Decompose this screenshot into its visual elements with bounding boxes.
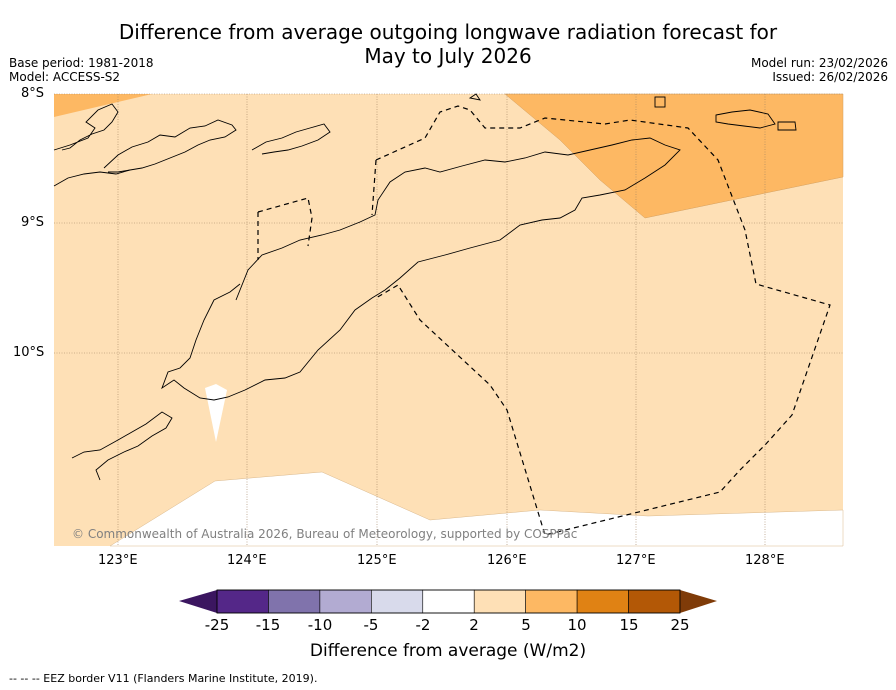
anomaly-fill-5-10-west — [54, 94, 152, 117]
colorbar-tick: -25 — [204, 616, 230, 634]
islet-3 — [777, 121, 797, 131]
islet-2 — [715, 109, 776, 129]
eez-segment-main — [375, 105, 831, 536]
colorbar-tick: -2 — [415, 616, 431, 634]
colorbar-cell — [422, 589, 475, 614]
colorbar-cell — [319, 589, 372, 614]
model-name: Model: ACCESS-S2 — [9, 70, 121, 84]
meta-left: Base period: 1981-2018 Model: ACCESS-S2 — [9, 56, 154, 84]
colorbar-tick: 2 — [469, 616, 479, 634]
lon-label-128e: 128°E — [745, 553, 785, 568]
colorbar-cell — [525, 589, 578, 614]
footer-note: -- -- -- EEZ border V11 (Flanders Marine… — [9, 672, 318, 685]
colorbar-title: Difference from average (W/m2) — [309, 641, 587, 661]
colorbar-cell — [628, 589, 681, 614]
colorbar-cell — [576, 589, 629, 614]
colorbar-tick: 15 — [619, 616, 639, 634]
timor-coast — [161, 137, 681, 401]
model-run: Model run: 23/02/2026 — [750, 56, 888, 70]
colorbar-cell — [268, 589, 321, 614]
rote-coast — [71, 411, 173, 481]
meta-right: Model run: 23/02/2026 Issued: 26/02/2026 — [751, 56, 888, 84]
colorbar-extend-max — [680, 590, 717, 613]
lon-label-124e: 124°E — [227, 553, 267, 568]
islet-1 — [654, 96, 666, 108]
coastlines — [53, 93, 797, 481]
colorbar-extend-min — [179, 590, 217, 613]
eez-border — [257, 105, 831, 536]
colorbar-cell — [216, 589, 269, 614]
colorbar-tick: 5 — [521, 616, 531, 634]
colorbar-tick: 10 — [567, 616, 587, 634]
colorbar-tick: -15 — [255, 616, 281, 634]
alor-coast — [103, 119, 237, 173]
colorbar-tick: -10 — [307, 616, 333, 634]
colorbar-tick: 25 — [670, 616, 690, 634]
gridlines — [54, 93, 843, 546]
colorbar-cell — [473, 589, 526, 614]
title-line-2: May to July 2026 — [364, 44, 532, 68]
lat-label-9s: 9°S — [21, 215, 45, 230]
lon-label-123e: 123°E — [98, 553, 138, 568]
lon-label-127e: 127°E — [616, 553, 656, 568]
title-line-1: Difference from average outgoing longwav… — [118, 20, 778, 44]
anomaly-fill-neutral-south — [109, 471, 844, 547]
lon-label-126e: 126°E — [487, 553, 527, 568]
island-coast-west — [53, 169, 131, 187]
colorbar-frame — [216, 589, 681, 614]
lat-label-8s: 8°S — [21, 86, 45, 101]
issued-date: Issued: 26/02/2026 — [772, 70, 888, 84]
colorbar-cells — [216, 589, 681, 614]
credit-text: © Commonwealth of Australia 2026, Bureau… — [72, 527, 578, 541]
lat-label-10s: 10°S — [13, 345, 45, 360]
lon-label-125e: 125°E — [357, 553, 397, 568]
flores-coast — [53, 103, 119, 151]
colorbar-tick: -5 — [363, 616, 379, 634]
chart-title: Difference from average outgoing longwav… — [0, 20, 896, 68]
colorbar — [179, 589, 717, 614]
colorbar-cell — [371, 589, 424, 614]
wetar-coast — [251, 123, 331, 155]
base-period: Base period: 1981-2018 — [9, 56, 154, 70]
eez-segment-north — [371, 159, 377, 216]
islet-4 — [468, 93, 481, 101]
